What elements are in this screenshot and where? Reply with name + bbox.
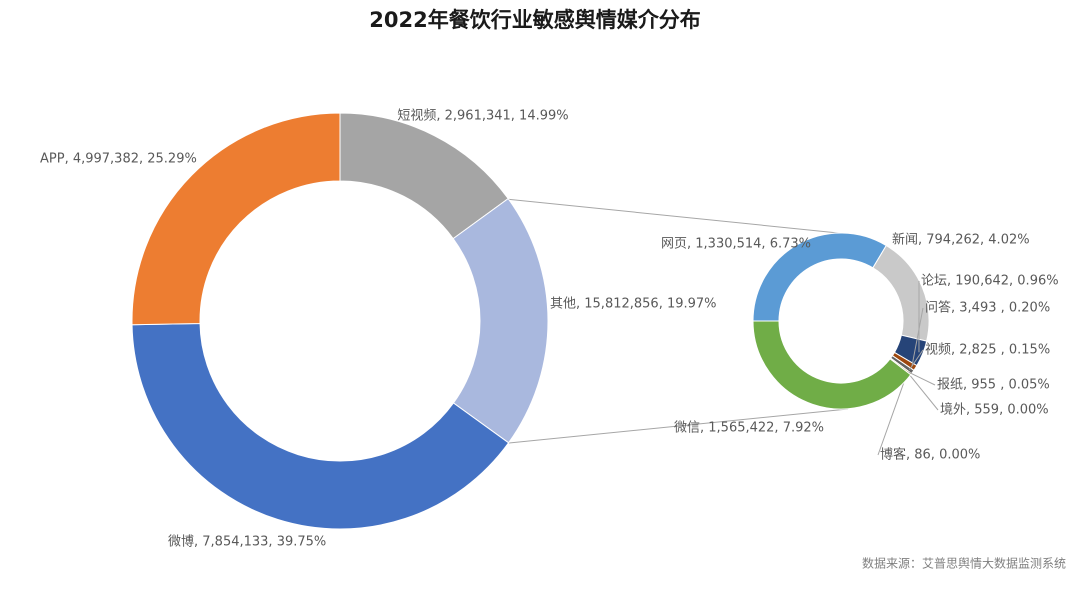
- data-label: 网页, 1,330,514, 6.73%: [661, 237, 811, 252]
- data-label: 报纸, 955 , 0.05%: [937, 378, 1050, 393]
- leader-line: [907, 371, 939, 411]
- data-label: APP, 4,997,382, 25.29%: [40, 152, 197, 167]
- chart-title: 2022年餐饮行业敏感舆情媒介分布: [369, 8, 700, 32]
- leader-line: [909, 349, 924, 370]
- leader-line: [907, 371, 936, 386]
- doughnut-segment: [131, 112, 341, 326]
- leader-line: [911, 307, 924, 366]
- data-label: 境外, 559, 0.00%: [940, 403, 1049, 418]
- data-label: 微博, 7,854,133, 39.75%: [168, 535, 326, 550]
- data-label: 视频, 2,825 , 0.15%: [925, 343, 1050, 358]
- data-label: 短视频, 2,961,341, 14.99%: [397, 109, 568, 124]
- connector-line: [505, 198, 849, 235]
- data-label: 新闻, 794,262, 4.02%: [892, 232, 1030, 248]
- data-label: 论坛, 190,642, 0.96%: [921, 274, 1059, 289]
- source-note: 数据来源：艾普思舆情大数据监测系统: [862, 556, 1066, 571]
- data-label: 博客, 86, 0.00%: [880, 447, 980, 463]
- data-label: 其他, 15,812,856, 19.97%: [550, 297, 717, 312]
- doughnut-segment: [131, 323, 510, 530]
- data-label: 问答, 3,493 , 0.20%: [925, 300, 1050, 316]
- data-label: 微信, 1,565,422, 7.92%: [674, 421, 824, 436]
- leader-line: [877, 372, 908, 456]
- doughnut-segment: [752, 320, 912, 410]
- connector-line: [508, 408, 849, 444]
